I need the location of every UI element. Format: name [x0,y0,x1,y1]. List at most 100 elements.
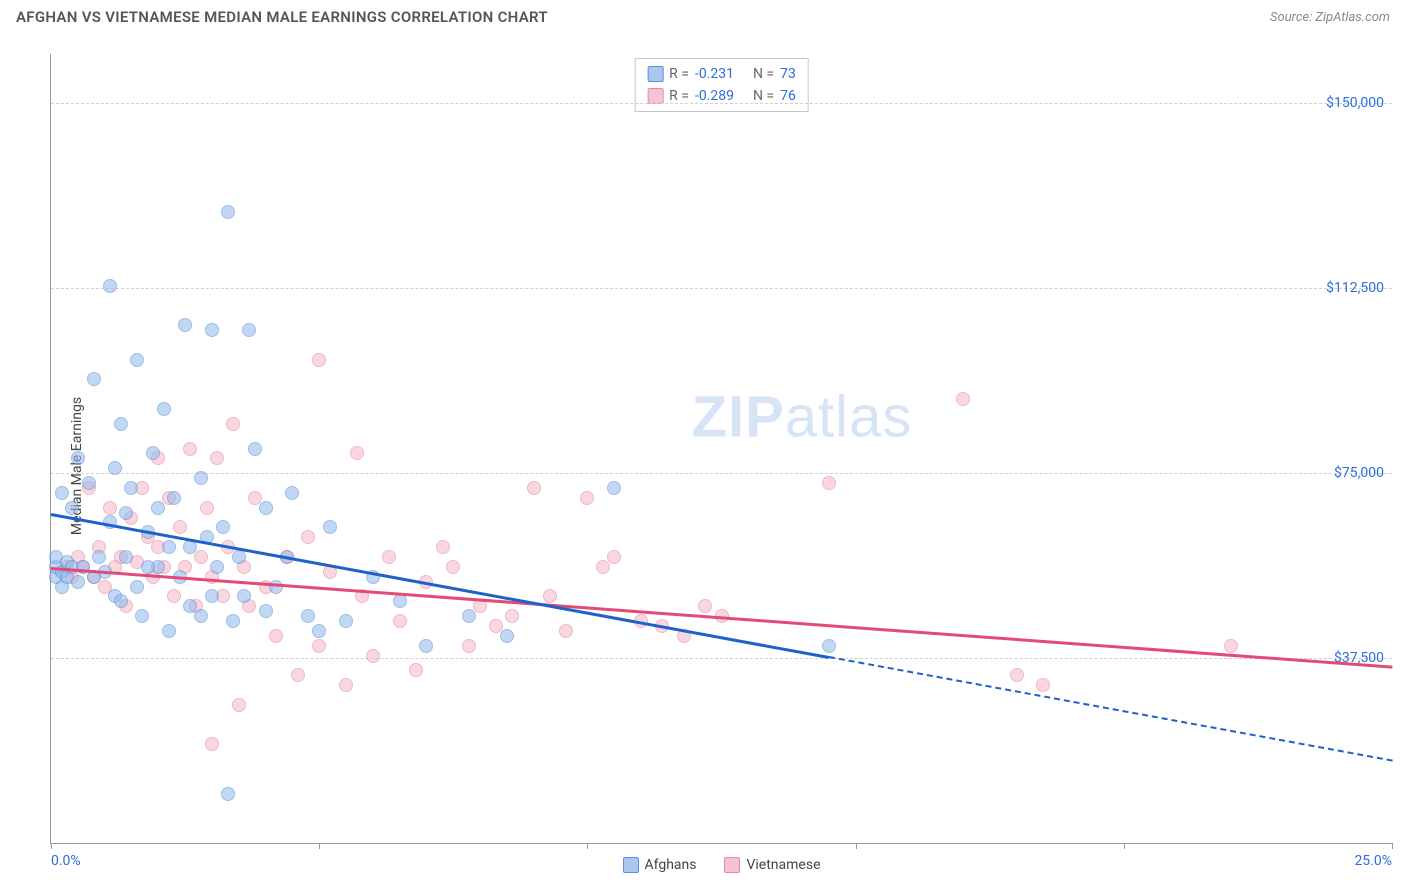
scatter-point [269,629,283,643]
watermark-rest: atlas [785,384,913,449]
legend-item: Vietnamese [724,857,820,873]
scatter-point [409,663,423,677]
scatter-point [114,417,128,431]
y-tick-label: $112,500 [1326,280,1384,296]
legend-stats-row: R = -0.231 N = 73 [647,63,796,85]
scatter-point [291,668,305,682]
scatter-point [119,506,133,520]
scatter-point [194,471,208,485]
scatter-point [1036,678,1050,692]
scatter-point [242,323,256,337]
scatter-point [194,550,208,564]
scatter-point [194,609,208,623]
x-tick [1124,843,1125,849]
trend-line [829,656,1393,762]
scatter-point [183,442,197,456]
scatter-point [462,609,476,623]
scatter-point [301,609,315,623]
legend-swatch-blue [647,66,663,82]
scatter-point [82,476,96,490]
scatter-point [114,594,128,608]
scatter-point [419,639,433,653]
scatter-point [103,279,117,293]
x-tick [51,843,52,849]
scatter-point [205,323,219,337]
legend-swatch-pink [647,88,663,104]
chart-source: Source: ZipAtlas.com [1270,10,1390,25]
scatter-point [462,639,476,653]
scatter-point [135,609,149,623]
scatter-point [130,353,144,367]
scatter-point [269,580,283,594]
scatter-point [130,580,144,594]
scatter-point [141,560,155,574]
scatter-point [87,372,101,386]
gridline [51,473,1392,474]
gridline [51,288,1392,289]
scatter-point [173,520,187,534]
scatter-point [607,481,621,495]
scatter-point [205,589,219,603]
scatter-point [65,501,79,515]
scatter-point [221,787,235,801]
scatter-point [71,575,85,589]
scatter-point [339,614,353,628]
legend-swatch-blue [622,857,638,873]
x-tick-label: 25.0% [1354,853,1392,869]
scatter-point [1224,639,1238,653]
scatter-point [108,461,122,475]
scatter-point [312,639,326,653]
chart-title: AFGHAN VS VIETNAMESE MEDIAN MALE EARNING… [16,8,548,26]
scatter-point [822,639,836,653]
y-tick-label: $150,000 [1326,95,1384,111]
scatter-point [167,491,181,505]
scatter-point [226,417,240,431]
legend-label: Afghans [644,857,696,873]
scatter-point [559,624,573,638]
watermark: ZIPatlas [692,383,913,450]
scatter-point [956,392,970,406]
scatter-point [237,589,251,603]
scatter-point [71,451,85,465]
scatter-point [580,491,594,505]
scatter-point [301,530,315,544]
scatter-point [232,698,246,712]
r-value: -0.231 [695,63,734,85]
scatter-point [205,737,219,751]
r-label: R = [669,63,689,85]
scatter-point [151,501,165,515]
scatter-point [698,599,712,613]
scatter-point [55,486,69,500]
trend-line [51,567,1392,668]
scatter-point [543,589,557,603]
n-value: 73 [780,63,796,85]
n-label: N = [753,63,774,85]
scatter-point [157,402,171,416]
scatter-point [178,318,192,332]
scatter-point [103,501,117,515]
scatter-point [382,550,396,564]
scatter-point [92,550,106,564]
scatter-point [285,486,299,500]
scatter-point [200,501,214,515]
scatter-point [350,446,364,460]
scatter-point [393,614,407,628]
scatter-point [162,540,176,554]
scatter-point [436,540,450,554]
x-tick [587,843,588,849]
scatter-point [259,501,273,515]
watermark-bold: ZIP [692,384,785,449]
y-tick-label: $75,000 [1334,465,1384,481]
bottom-legend: Afghans Vietnamese [622,857,820,873]
scatter-point [124,481,138,495]
gridline [51,658,1392,659]
scatter-point [527,481,541,495]
plot-region: ZIPatlas R = -0.231 N = 73 R = -0.289 N … [50,54,1392,844]
legend-swatch-pink [724,857,740,873]
scatter-point [221,205,235,219]
scatter-point [183,599,197,613]
x-tick [319,843,320,849]
legend-label: Vietnamese [746,857,820,873]
scatter-point [226,614,240,628]
x-tick [1392,843,1393,849]
